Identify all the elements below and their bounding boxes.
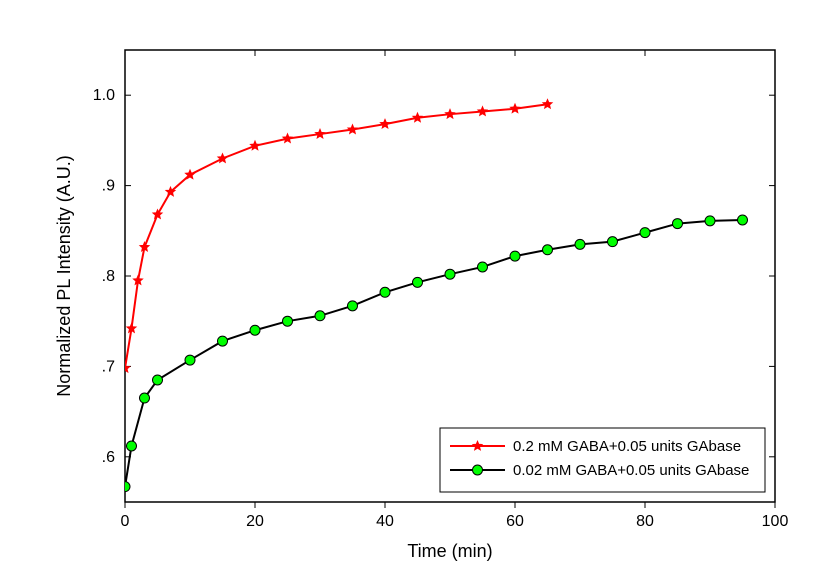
x-tick-label: 60 — [506, 513, 524, 530]
marker-circle — [575, 239, 585, 249]
marker-circle — [478, 262, 488, 272]
chart-svg: 0 20 40 60 80 100 .6 .7 .8 .9 1.0 Time (min) Normali… — [0, 0, 840, 587]
marker-circle — [348, 301, 358, 311]
legend-label: 0.02 mM GABA+0.05 units GAbase — [513, 462, 749, 479]
marker-circle — [153, 375, 163, 385]
marker-circle — [315, 311, 325, 321]
chart-container: 0 20 40 60 80 100 .6 .7 .8 .9 1.0 Time (min) Normali… — [0, 0, 840, 587]
y-tick-label: .6 — [102, 449, 115, 466]
marker-circle — [673, 219, 683, 229]
y-tick-label: .7 — [102, 358, 115, 375]
marker-circle — [250, 325, 260, 335]
marker-circle — [218, 336, 228, 346]
y-tick-label: .8 — [102, 268, 115, 285]
marker-circle — [127, 441, 137, 451]
marker-circle — [510, 251, 520, 261]
legend-marker — [473, 465, 483, 475]
x-axis-label: Time (min) — [407, 541, 492, 561]
marker-circle — [445, 269, 455, 279]
marker-circle — [413, 277, 423, 287]
marker-circle — [738, 215, 748, 225]
marker-circle — [140, 393, 150, 403]
x-tick-label: 100 — [762, 513, 789, 530]
legend: 0.2 mM GABA+0.05 units GAbase 0.02 mM GAB… — [440, 428, 765, 492]
marker-circle — [380, 287, 390, 297]
marker-circle — [608, 237, 618, 247]
marker-circle — [543, 245, 553, 255]
marker-circle — [185, 355, 195, 365]
x-tick-label: 20 — [246, 513, 264, 530]
x-tick-label: 0 — [121, 513, 130, 530]
y-axis-label: Normalized PL Intensity (A.U.) — [54, 155, 74, 396]
y-tick-label: .9 — [102, 178, 115, 195]
marker-circle — [640, 228, 650, 238]
legend-label: 0.2 mM GABA+0.05 units GAbase — [513, 438, 741, 455]
x-tick-label: 80 — [636, 513, 654, 530]
y-tick-label: 1.0 — [93, 87, 115, 104]
x-tick-label: 40 — [376, 513, 394, 530]
marker-circle — [283, 316, 293, 326]
marker-circle — [705, 216, 715, 226]
